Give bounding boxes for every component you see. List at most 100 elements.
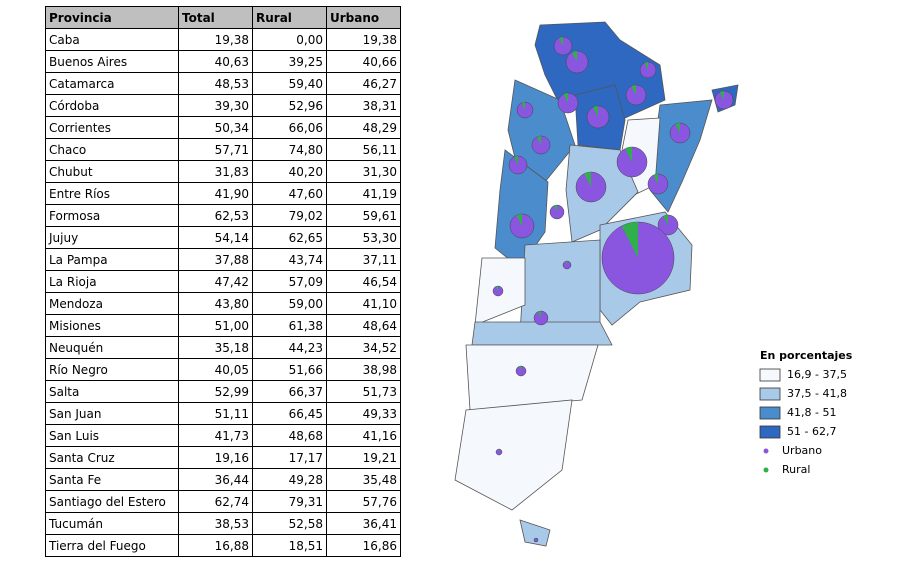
pie-slice <box>553 205 557 212</box>
header-cell: Urbano <box>326 6 401 29</box>
legend-swatch <box>759 425 781 439</box>
province <box>519 519 551 547</box>
table-cell: 59,00 <box>252 292 327 315</box>
pie-slice <box>644 62 648 70</box>
legend-label: Rural <box>782 463 810 476</box>
table-cell: 51,11 <box>178 402 253 425</box>
table-row: Salta 52,99 66,37 51,73 <box>45 380 401 403</box>
table-cell: Chaco <box>45 138 179 161</box>
legend-swatch <box>759 368 781 382</box>
table-cell: 38,53 <box>178 512 253 535</box>
pie-slice <box>516 214 522 226</box>
legend-label: 41,8 - 51 <box>787 406 836 419</box>
table-cell: 66,45 <box>252 402 327 425</box>
table-cell: 38,98 <box>326 358 401 381</box>
table-row: San Luis 41,73 48,68 41,16 <box>45 424 401 447</box>
table-cell: San Juan <box>45 402 179 425</box>
table-cell: 48,64 <box>326 314 401 337</box>
table-cell: 19,38 <box>178 28 253 51</box>
table-cell: 57,76 <box>326 490 401 513</box>
header-cell: Provincia <box>45 6 179 29</box>
table-cell: 36,44 <box>178 468 253 491</box>
table-cell: 41,90 <box>178 182 253 205</box>
table-cell: 38,31 <box>326 94 401 117</box>
table-cell: 57,09 <box>252 270 327 293</box>
province <box>471 321 613 346</box>
table-cell: 54,14 <box>178 226 253 249</box>
table-cell: San Luis <box>45 424 179 447</box>
legend-dot <box>763 467 769 473</box>
province <box>465 344 599 411</box>
table-cell: 56,11 <box>326 138 401 161</box>
table-cell: 66,37 <box>252 380 327 403</box>
table-cell: Santa Fe <box>45 468 179 491</box>
table-cell: 35,48 <box>326 468 401 491</box>
table-row: Misiones 51,00 61,38 48,64 <box>45 314 401 337</box>
table-cell: 16,86 <box>326 534 401 557</box>
table-row: Entre Ríos 41,90 47,60 41,19 <box>45 182 401 205</box>
table-cell: 43,74 <box>252 248 327 271</box>
pie-slice <box>565 261 567 265</box>
table-cell: 61,38 <box>252 314 327 337</box>
header-cell: Rural <box>252 6 327 29</box>
header-cell: Total <box>178 6 253 29</box>
table-cell: 52,99 <box>178 380 253 403</box>
table-cell: 37,11 <box>326 248 401 271</box>
table-cell: 66,06 <box>252 116 327 139</box>
table-cell: 51,73 <box>326 380 401 403</box>
table-cell: La Rioja <box>45 270 179 293</box>
table-cell: 52,58 <box>252 512 327 535</box>
province <box>454 399 573 511</box>
table-cell: 50,34 <box>178 116 253 139</box>
pie-slice <box>535 538 536 540</box>
map: En porcentajes 16,9 - 37,5 37,5 - 41,8 41,8… <box>454 21 853 547</box>
table-cell: Entre Ríos <box>45 182 179 205</box>
table-cell: Salta <box>45 380 179 403</box>
legend-label: 51 - 62,7 <box>787 425 836 438</box>
table-cell: 37,88 <box>178 248 253 271</box>
table-cell: Caba <box>45 28 179 51</box>
table-cell: 43,80 <box>178 292 253 315</box>
table-cell: 16,88 <box>178 534 253 557</box>
table-row: Santiago del Estero 62,74 79,31 57,76 <box>45 490 401 513</box>
table-cell: Corrientes <box>45 116 179 139</box>
pie-slice <box>663 215 668 225</box>
province <box>519 239 601 336</box>
table-row: Jujuy 54,14 62,65 53,30 <box>45 226 401 249</box>
legend-dot <box>763 448 769 454</box>
table-row: Río Negro 40,05 51,66 38,98 <box>45 358 401 381</box>
table-cell: 49,33 <box>326 402 401 425</box>
table-row: San Juan 51,11 66,45 49,33 <box>45 402 401 425</box>
table-row: Corrientes 50,34 66,06 48,29 <box>45 116 401 139</box>
pie-slice <box>521 102 525 110</box>
table-cell: 35,18 <box>178 336 253 359</box>
table-cell: 57,71 <box>178 138 253 161</box>
pie-slice <box>653 174 658 184</box>
table-cell: 0,00 <box>252 28 327 51</box>
table-cell: 47,60 <box>252 182 327 205</box>
table-cell: 48,29 <box>326 116 401 139</box>
pie-slice <box>625 147 632 162</box>
table-cell: 40,63 <box>178 50 253 73</box>
table-cell: 62,74 <box>178 490 253 513</box>
table-cell: 46,54 <box>326 270 401 293</box>
table-row: Mendoza 43,80 59,00 41,10 <box>45 292 401 315</box>
pie-slice <box>536 136 541 145</box>
table-row: Santa Cruz 19,16 17,17 19,21 <box>45 446 401 469</box>
table-cell: La Pampa <box>45 248 179 271</box>
table-cell: 40,20 <box>252 160 327 183</box>
table-cell: 62,53 <box>178 204 253 227</box>
table-cell: 46,27 <box>326 72 401 95</box>
table-cell: 34,52 <box>326 336 401 359</box>
table-cell: Buenos Aires <box>45 50 179 73</box>
table-cell: 48,53 <box>178 72 253 95</box>
pie-slice <box>513 156 518 165</box>
table-cell: 17,17 <box>252 446 327 469</box>
table-cell: 41,16 <box>326 424 401 447</box>
table-cell: Mendoza <box>45 292 179 315</box>
table-row: Córdoba 39,30 52,96 38,31 <box>45 94 401 117</box>
legend-title: En porcentajes <box>760 349 853 362</box>
legend-label: Urbano <box>782 444 822 457</box>
table-cell: 41,10 <box>326 292 401 315</box>
table-cell: 62,65 <box>252 226 327 249</box>
